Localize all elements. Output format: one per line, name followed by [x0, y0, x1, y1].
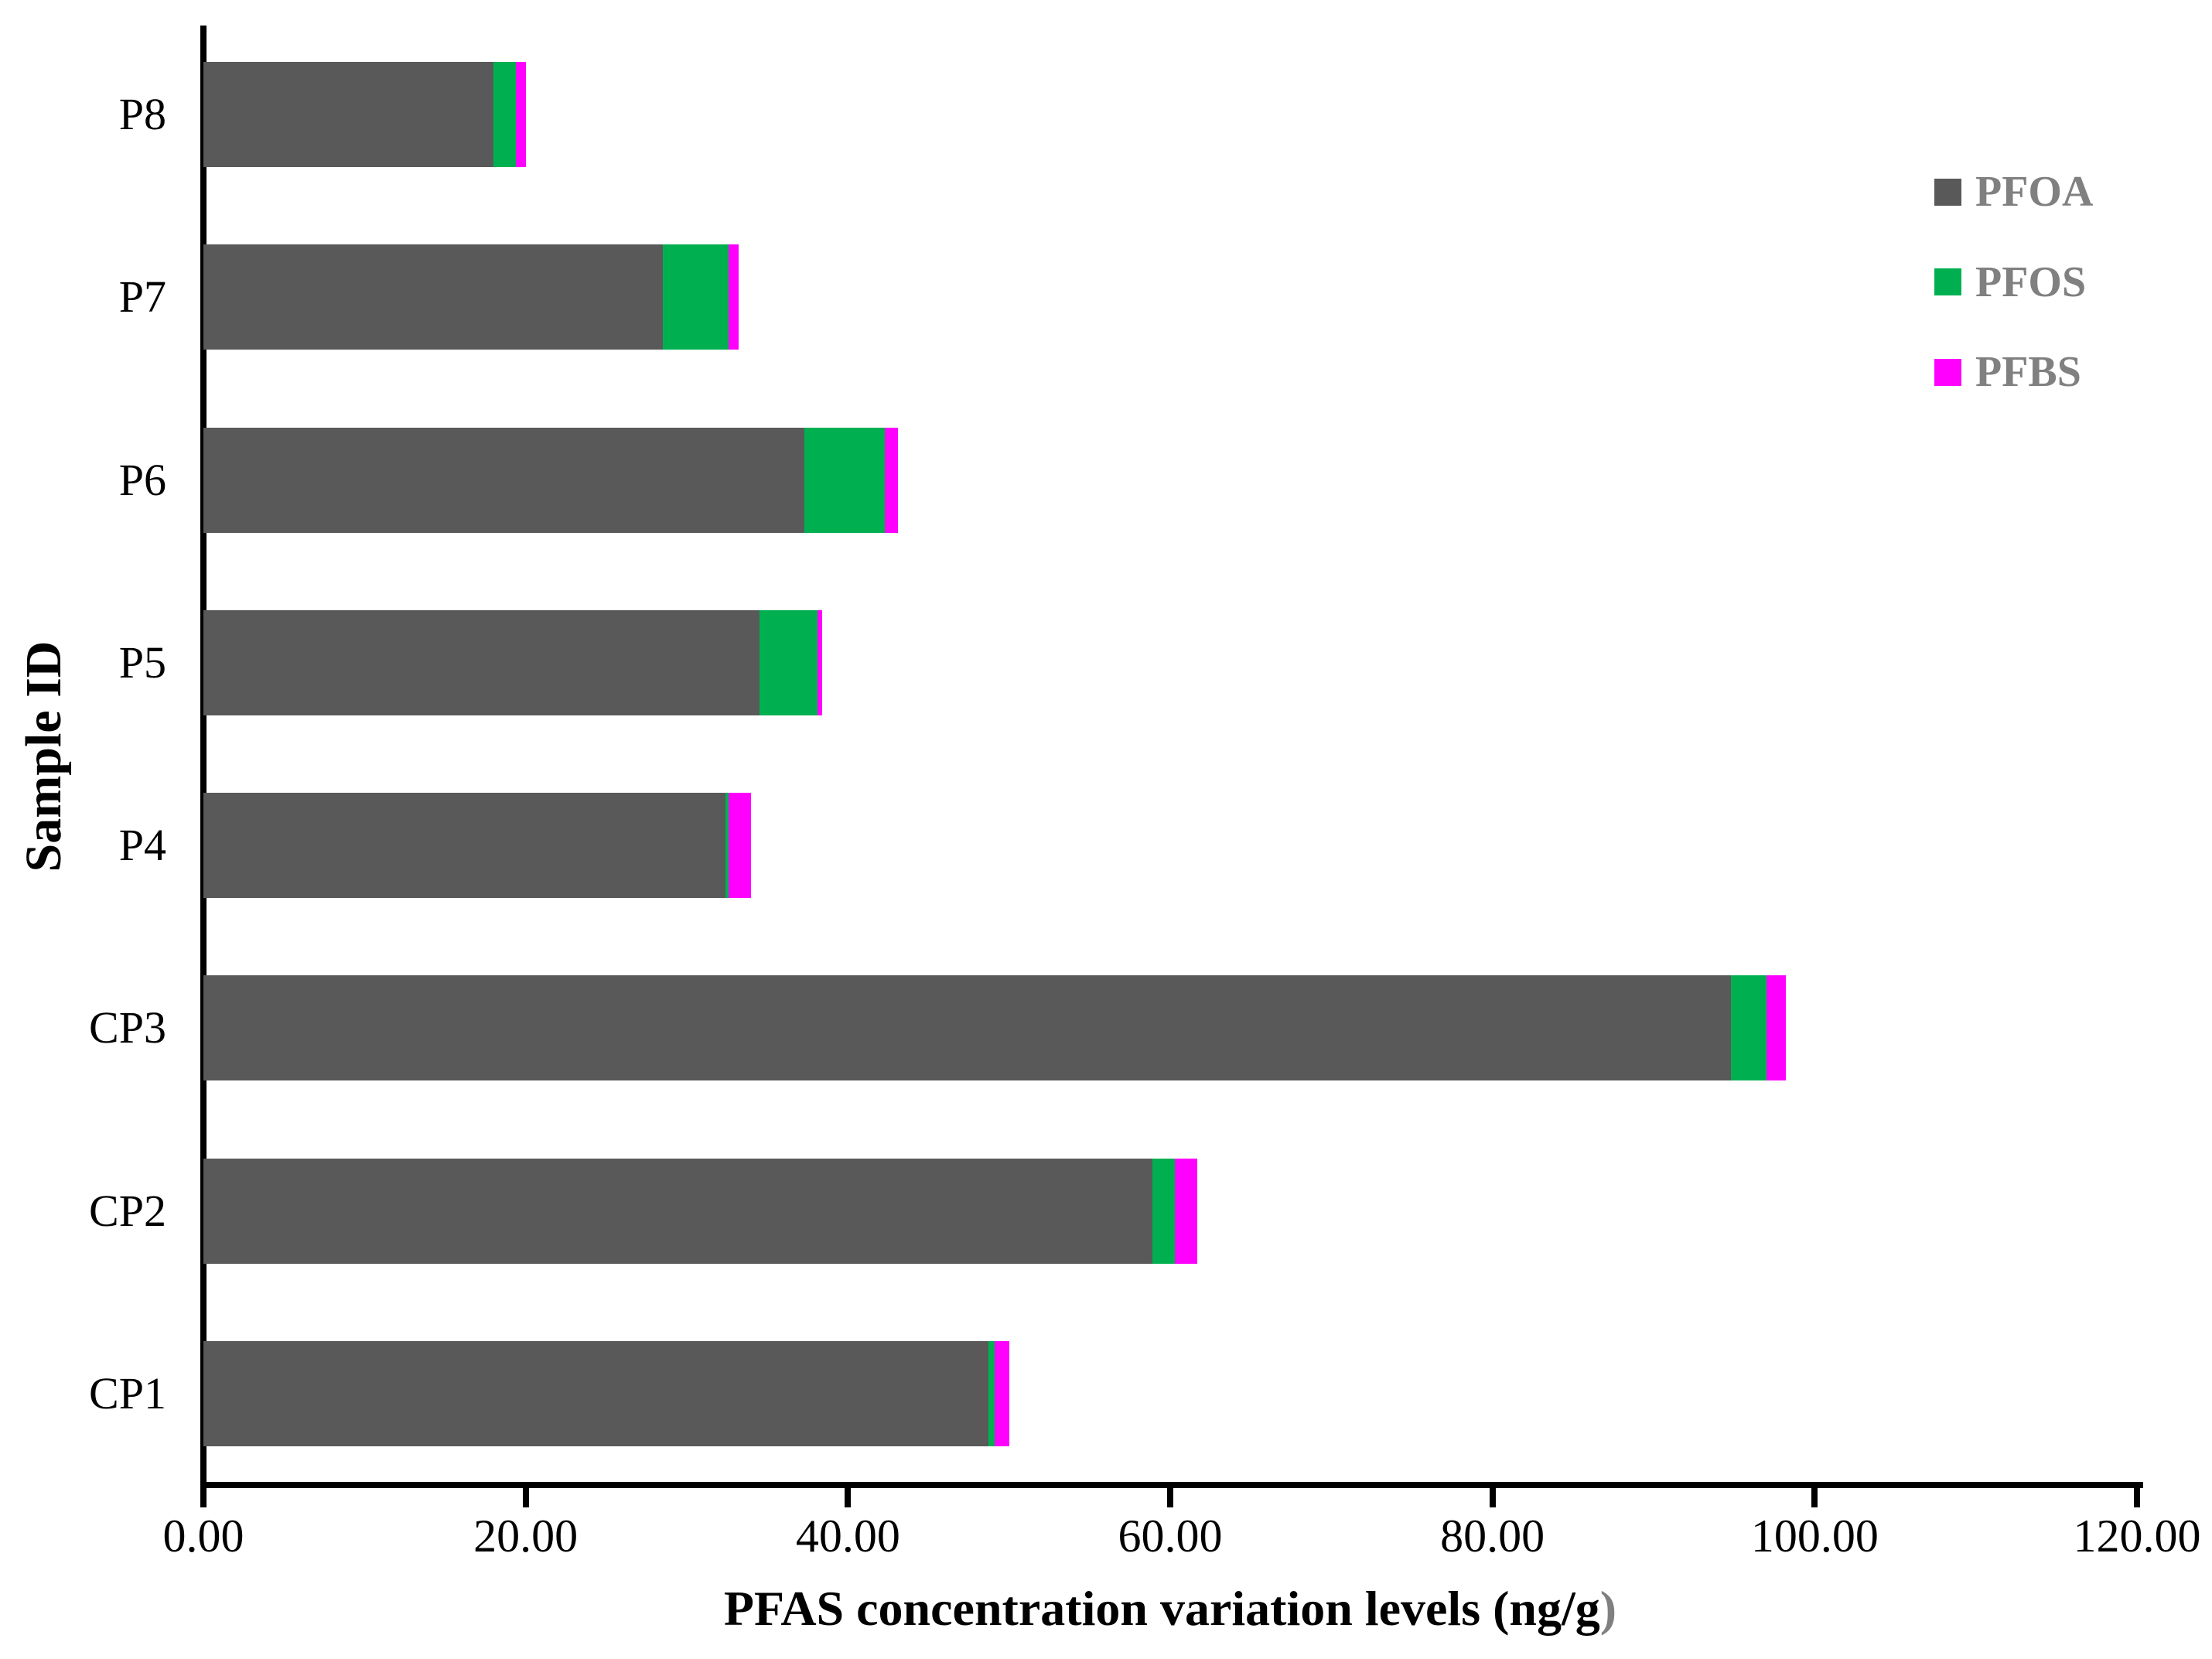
- legend-swatch-pfoa: [1934, 178, 1961, 206]
- category-label-p7: P7: [118, 271, 166, 323]
- category-label-p4: P4: [118, 820, 166, 871]
- legend-swatch-pfos: [1934, 268, 1961, 295]
- bar-segment-p7-pfoa: [203, 244, 663, 350]
- x-axis-title-text: PFAS concentration variation levels (ng/…: [723, 1581, 1600, 1636]
- category-label-cp1: CP1: [89, 1367, 166, 1418]
- bar-segment-cp2-pfoa: [203, 1158, 1153, 1264]
- bar-segment-cp1-pfbs: [994, 1340, 1009, 1446]
- bar-segment-p5-pfos: [759, 609, 818, 715]
- bar-segment-cp3-pfbs: [1766, 975, 1786, 1081]
- legend-label-pfos: PFOS: [1975, 258, 2087, 306]
- x-axis-title-paren: ): [1599, 1581, 1617, 1636]
- bar-segment-p5-pfoa: [203, 609, 760, 715]
- bar-segment-p6-pfos: [804, 427, 886, 533]
- bar-segment-p8-pfos: [493, 62, 517, 168]
- category-label-p8: P8: [118, 89, 166, 140]
- legend-item-pfbs: PFBS: [1934, 350, 2081, 394]
- bar-segment-cp2-pfos: [1152, 1158, 1176, 1264]
- legend-swatch-pfbs: [1934, 358, 1961, 386]
- x-tick-label-80.00: 80.00: [1440, 1511, 1545, 1562]
- bar-segment-cp2-pfbs: [1175, 1158, 1198, 1264]
- x-tick-label-60.00: 60.00: [1118, 1511, 1223, 1562]
- bar-segment-p5-pfbs: [817, 609, 822, 715]
- x-tick-label-120.00: 120.00: [2073, 1511, 2201, 1562]
- bar-segment-p6-pfbs: [885, 427, 898, 533]
- category-label-p6: P6: [118, 454, 166, 505]
- category-label-p5: P5: [118, 637, 166, 688]
- category-label-cp3: CP3: [89, 1002, 166, 1053]
- bar-segment-p4-pfoa: [203, 793, 725, 899]
- x-tick-label-0.00: 0.00: [162, 1511, 244, 1562]
- x-tick-label-20.00: 20.00: [473, 1511, 579, 1562]
- bar-segment-cp1-pfoa: [203, 1340, 988, 1446]
- x-tick-label-100.00: 100.00: [1750, 1511, 1879, 1562]
- x-tick-40.00: [845, 1482, 852, 1507]
- bar-segment-p6-pfoa: [203, 427, 805, 533]
- y-axis-line: [200, 26, 207, 1488]
- bar-segment-cp3-pfos: [1731, 975, 1767, 1081]
- legend-item-pfoa: PFOA: [1934, 169, 2093, 214]
- x-tick-80.00: [1489, 1482, 1496, 1507]
- bar-segment-p4-pfbs: [729, 793, 752, 899]
- bar-segment-p7-pfos: [662, 244, 729, 350]
- bar-segment-p8-pfoa: [203, 62, 493, 168]
- x-tick-0.00: [200, 1482, 207, 1507]
- bar-segment-cp3-pfoa: [203, 975, 1731, 1081]
- legend-label-pfbs: PFBS: [1975, 348, 2081, 396]
- x-tick-label-40.00: 40.00: [795, 1511, 900, 1562]
- legend-item-pfos: PFOS: [1934, 260, 2086, 305]
- x-tick-100.00: [1811, 1482, 1818, 1507]
- x-tick-20.00: [522, 1482, 529, 1507]
- x-axis-title: PFAS concentration variation levels (ng/…: [358, 1580, 1982, 1637]
- legend-label-pfoa: PFOA: [1975, 168, 2094, 216]
- bar-segment-p7-pfbs: [729, 244, 739, 350]
- category-label-cp2: CP2: [89, 1185, 166, 1236]
- x-tick-120.00: [2134, 1482, 2140, 1507]
- bar-segment-cp1-pfos: [988, 1340, 995, 1446]
- x-tick-60.00: [1167, 1482, 1173, 1507]
- bar-segment-p4-pfos: [725, 793, 729, 899]
- bar-segment-p8-pfbs: [516, 62, 526, 168]
